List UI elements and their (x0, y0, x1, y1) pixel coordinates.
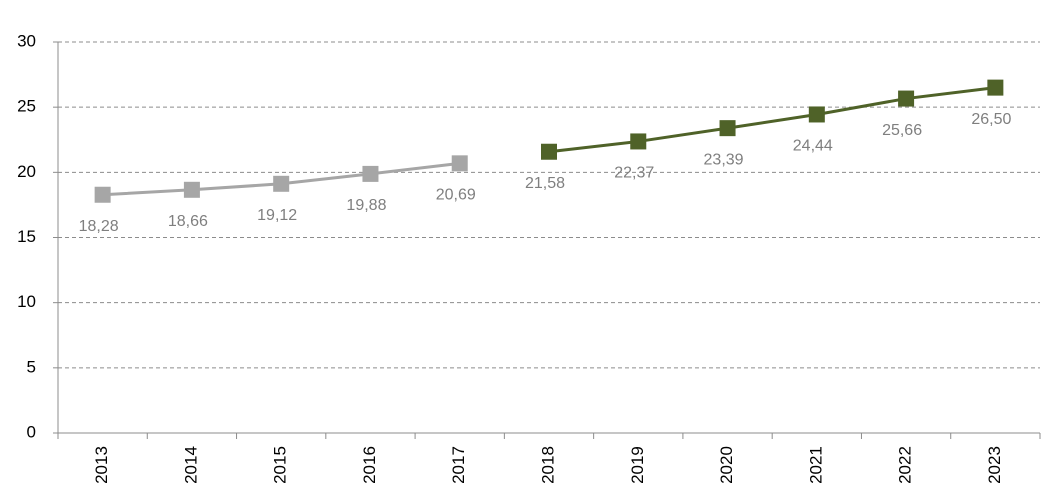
point-marker (719, 120, 736, 137)
x-tick-label: 2018 (538, 446, 557, 484)
x-tick-label: 2014 (181, 446, 200, 484)
value-label: 20,69 (436, 187, 476, 204)
point-marker (808, 106, 825, 123)
value-label: 24,44 (793, 138, 833, 155)
value-label: 18,66 (168, 213, 208, 230)
y-tick-label: 5 (27, 357, 36, 376)
value-label: 25,66 (882, 122, 922, 139)
value-label: 22,37 (614, 165, 654, 182)
x-tick-label: 2020 (717, 446, 736, 484)
value-label: 26,50 (971, 111, 1011, 128)
point-marker (94, 186, 111, 203)
y-tick-label: 30 (17, 31, 36, 50)
x-tick-label: 2013 (92, 446, 111, 484)
value-label: 19,12 (257, 207, 297, 224)
value-label: 21,58 (525, 175, 565, 192)
x-tick-label: 2016 (360, 446, 379, 484)
value-label: 23,39 (704, 151, 744, 168)
point-marker (273, 175, 290, 192)
x-tick-label: 2023 (985, 446, 1004, 484)
point-marker (898, 90, 915, 107)
point-marker (183, 181, 200, 198)
point-marker (541, 143, 557, 160)
value-label: 19,88 (346, 197, 386, 214)
point-marker (362, 165, 379, 182)
y-tick-label: 15 (17, 227, 36, 246)
x-tick-label: 2022 (896, 446, 915, 484)
point-marker (987, 79, 1004, 96)
y-tick-label: 20 (17, 162, 36, 181)
y-tick-label: 25 (17, 97, 36, 116)
value-label: 18,28 (79, 218, 119, 235)
y-tick-label: 0 (27, 422, 36, 441)
x-tick-label: 2021 (806, 446, 825, 484)
point-marker (630, 133, 647, 150)
series-line (548, 86, 996, 154)
point-marker (451, 155, 468, 172)
x-tick-label: 2015 (271, 446, 290, 484)
x-tick-label: 2019 (628, 446, 647, 484)
x-tick-label: 2017 (449, 446, 468, 484)
y-tick-label: 10 (17, 292, 36, 311)
